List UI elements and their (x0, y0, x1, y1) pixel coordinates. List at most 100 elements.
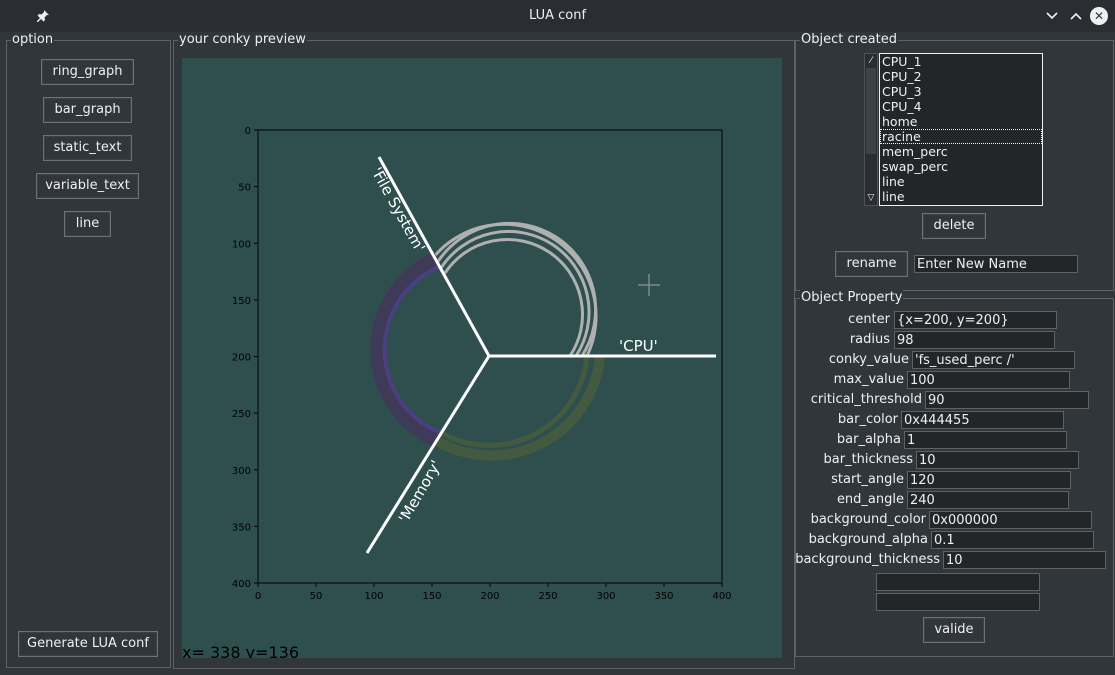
static-text-button[interactable]: static_text (43, 135, 132, 161)
property-label-critical-threshold: critical_threshold (810, 392, 922, 407)
list-item[interactable]: CPU_2 (882, 69, 922, 84)
chevron-down-icon[interactable] (1042, 6, 1062, 26)
cpu-text-label: 'CPU' (619, 337, 658, 355)
ring-graph-button[interactable]: ring_graph (41, 59, 134, 85)
x-tick-label: 400 (712, 591, 731, 602)
x-tick-label: 150 (422, 591, 441, 602)
x-tick-label: 350 (654, 591, 673, 602)
y-tick-label: 100 (232, 239, 251, 250)
y-tick-label: 400 (232, 579, 251, 590)
object-property-label: Object Property (800, 290, 904, 306)
scroll-up-icon[interactable]: ⁄ (870, 56, 872, 66)
valide-button[interactable]: valide (923, 617, 985, 643)
scroll-down-icon[interactable]: ▽ (867, 193, 875, 203)
property-input-background-alpha[interactable]: 0.1 (931, 531, 1094, 549)
preview-panel-label: your conky preview (178, 32, 307, 48)
property-input-background-thickness[interactable]: 10 (943, 551, 1106, 569)
memory-line (365, 355, 491, 554)
x-tick-label: 100 (364, 591, 383, 602)
property-label-background-thickness: background_thickness (795, 552, 940, 567)
cpu-ring-2 (435, 221, 598, 357)
generate-lua-conf-button[interactable]: Generate LUA conf (18, 631, 158, 657)
chevron-up-icon[interactable] (1066, 6, 1086, 26)
list-item[interactable]: CPU_4 (882, 99, 922, 114)
option-panel: option (6, 32, 171, 668)
y-tick-label: 300 (232, 466, 251, 477)
file-system-ring (370, 251, 442, 448)
list-item[interactable]: swap_perc (882, 159, 948, 174)
y-tick-label: 150 (232, 296, 251, 307)
property-label-conky-value: conky_value (828, 352, 909, 367)
x-tick-label: 300 (596, 591, 615, 602)
bar-graph-button[interactable]: bar_graph (43, 97, 132, 123)
property-label-start-angle: start_angle (831, 472, 904, 487)
y-tick-label: 350 (232, 522, 251, 533)
y-tick-label: 200 (232, 353, 251, 364)
list-item[interactable]: line (882, 174, 905, 189)
rename-button[interactable]: rename (835, 251, 908, 277)
preview-panel: your conky preview (173, 32, 795, 669)
y-tick-label: 250 (232, 409, 251, 420)
object-list-scrollbar[interactable]: ⁄ ▽ (864, 53, 878, 206)
list-item[interactable]: line (882, 189, 905, 204)
list-item[interactable]: CPU_3 (882, 84, 922, 99)
conky-preview-canvas[interactable]: 0 50 100 150 200 250 300 350 400 0 50 100 150 200 250… (182, 58, 782, 662)
rename-input[interactable]: Enter New Name (914, 255, 1078, 273)
property-label-end-angle: end_angle (836, 492, 904, 507)
property-label-background-alpha: background_alpha (808, 532, 928, 547)
x-tick-label: 50 (310, 591, 323, 602)
object-created-panel: Object created (795, 32, 1114, 291)
cpu-ring-4 (443, 238, 585, 357)
x-tick-label: 250 (538, 591, 557, 602)
property-input-radius[interactable]: 98 (894, 331, 1055, 349)
variable-text-button[interactable]: variable_text (36, 173, 139, 199)
property-input-start-angle[interactable]: 120 (907, 471, 1071, 489)
memory-ring (434, 355, 605, 461)
x-tick-label: 200 (480, 591, 499, 602)
pin-icon[interactable] (33, 6, 53, 26)
extra-field-2[interactable] (876, 593, 1040, 611)
option-panel-label: option (11, 32, 55, 48)
title-bar: LUA conf ✕ (0, 0, 1115, 32)
property-label-bar-thickness: bar_thickness (823, 452, 913, 467)
line-button[interactable]: line (64, 211, 111, 237)
property-label-center: center (848, 312, 890, 327)
property-label-background-color: background_color (810, 512, 926, 527)
property-input-background-color[interactable]: 0x000000 (929, 511, 1092, 529)
property-input-end-angle[interactable]: 240 (907, 491, 1069, 509)
close-icon[interactable]: ✕ (1090, 7, 1108, 25)
property-input-bar-alpha[interactable]: 1 (904, 431, 1067, 449)
property-input-bar-color[interactable]: 0x444455 (901, 411, 1064, 429)
property-label-bar-alpha: bar_alpha (836, 432, 901, 447)
property-label-bar-color: bar_color (837, 412, 898, 427)
cursor-coordinate-readout: x= 338 y=136 (182, 643, 299, 658)
list-item[interactable]: mem_perc (882, 144, 948, 159)
file-system-line (377, 156, 491, 357)
property-label-radius: radius (849, 332, 890, 347)
property-input-center[interactable]: {x=200, y=200} (894, 311, 1057, 329)
property-input-bar-thickness[interactable]: 10 (916, 451, 1079, 469)
list-item[interactable]: home (882, 114, 918, 129)
property-label-max-value: max_value (833, 372, 904, 387)
cpu-ring-graphs (430, 221, 598, 357)
preview-plot[interactable]: 0 50 100 150 200 250 300 350 400 0 50 100 150 200 250… (182, 58, 782, 662)
list-item[interactable]: CPU_1 (882, 54, 922, 69)
y-tick-label: 50 (238, 183, 251, 194)
list-item[interactable]: racine (880, 129, 1042, 144)
scroll-thumb[interactable] (866, 68, 876, 154)
object-created-label: Object created (800, 32, 898, 48)
property-input-max-value[interactable]: 100 (907, 371, 1070, 389)
object-list[interactable]: CPU_1 CPU_2 CPU_3 CPU_4 home racine mem_perc sw… (879, 53, 1043, 206)
preview-lines (365, 156, 716, 554)
cpu-ring-3 (439, 229, 591, 357)
x-axis: 0 50 100 150 200 250 300 350 400 (255, 583, 732, 602)
extra-field-1[interactable] (876, 573, 1040, 591)
property-input-conky-value[interactable]: 'fs_used_perc /' (912, 351, 1075, 369)
y-tick-label: 0 (245, 126, 251, 137)
delete-button[interactable]: delete (922, 213, 986, 239)
crosshair-icon (638, 274, 660, 296)
window-title: LUA conf (528, 8, 587, 23)
y-axis: 0 50 100 150 200 250 300 350 400 (232, 126, 258, 590)
x-tick-label: 0 (255, 591, 261, 602)
property-input-critical-threshold[interactable]: 90 (925, 391, 1089, 409)
